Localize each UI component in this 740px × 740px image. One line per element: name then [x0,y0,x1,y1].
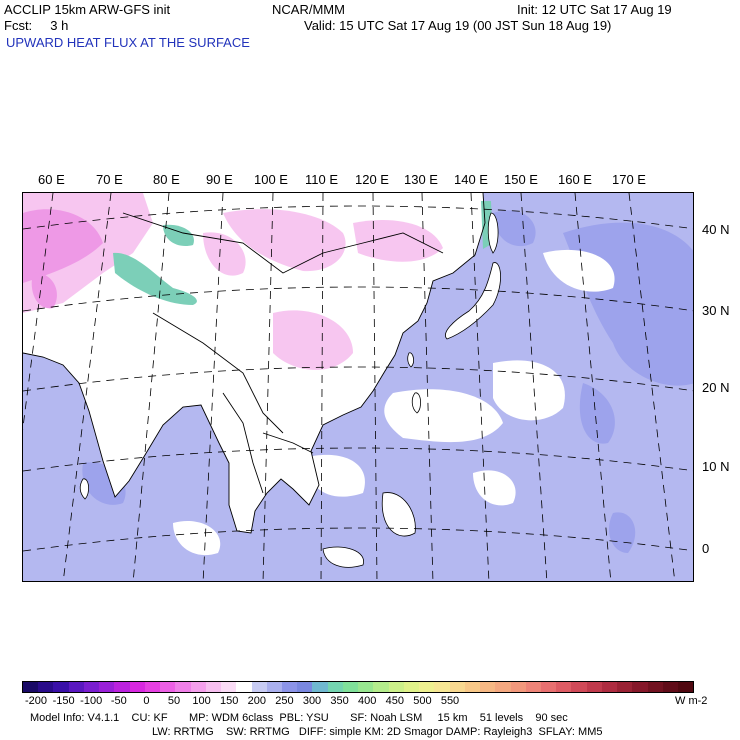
graticule [23,193,693,581]
colorbar-tick-label: 400 [358,695,377,707]
colorbar-swatch [662,682,679,692]
model-title: ACCLIP 15km ARW-GFS init [4,2,171,17]
colorbar-swatch [68,682,84,692]
colorbar-swatch [510,682,526,692]
colorbar-swatch [480,682,496,692]
colorbar-tick-label: 350 [330,695,349,707]
colorbar-swatch [434,682,450,692]
islands [79,212,501,568]
lon-label: 100 E [254,172,288,187]
colorbar-swatch [99,682,115,692]
lon-label: 90 E [206,172,233,187]
lon-label: 70 E [96,172,123,187]
colorbar-swatch [342,682,359,692]
colorbar-swatch [556,682,572,692]
colorbar-swatch [83,682,100,692]
colorbar-swatch [53,682,69,692]
colorbar-tick-label: 550 [440,695,460,707]
colorbar-swatch [358,682,374,692]
lon-label: 130 E [404,172,438,187]
valid-time: Valid: 15 UTC Sat 17 Aug 19 (00 JST Sun … [304,18,612,33]
colorbar-swatch [678,682,694,692]
heat-flux-map [23,193,693,581]
colorbar-swatch [160,682,176,692]
colorbar-swatch [236,682,252,692]
lon-label: 80 E [153,172,180,187]
colorbar-swatch [373,682,389,692]
colorbar-tick-label: -200 [24,695,48,707]
colorbar-swatch [327,682,343,692]
lon-label: 140 E [454,172,488,187]
colorbar-swatch [114,682,130,692]
colorbar-swatch [221,682,237,692]
map-frame [22,192,694,582]
colorbar-tick-label: 250 [275,695,294,707]
colorbar-swatch [190,682,206,692]
colorbar-swatch [281,682,298,692]
colorbar-swatch [388,682,404,692]
colorbar-tick-label: 150 [220,695,239,707]
lon-label: 150 E [504,172,538,187]
colorbar-swatch [297,682,313,692]
colorbar-swatch [38,682,54,692]
colorbar-tick-label: 50 [167,695,181,707]
colorbar-tick-label: 500 [413,695,432,707]
land-very-high-flux [23,209,103,309]
init-time: Init: 12 UTC Sat 17 Aug 19 [517,2,672,17]
colorbar-tick-label: 100 [192,695,211,707]
colorbar-swatch [312,682,328,692]
lon-label: 120 E [355,172,389,187]
lat-label: 0 [702,541,710,556]
colorbar-swatch [617,682,633,692]
colorbar-swatch [266,682,282,692]
colorbar-swatch [175,682,191,692]
colorbar-tick-label: -50 [110,695,127,707]
colorbar-swatch [144,682,161,692]
field-title: UPWARD HEAT FLUX AT THE SURFACE [6,35,250,50]
lon-label: 60 E [38,172,65,187]
colorbar-swatch [403,682,420,692]
colorbar-swatch [464,682,481,692]
colorbar-swatch [129,682,145,692]
colorbar-swatch [571,682,587,692]
model-info-line1: Model Info: V4.1.1 CU: KF MP: WDM 6class… [30,712,568,724]
colorbar [22,681,694,693]
lat-label: 20 N [702,380,730,395]
colorbar-swatch [632,682,648,692]
coastlines [23,193,486,534]
colorbar-tick-label: 300 [302,695,322,707]
lat-label: 10 N [702,459,730,474]
colorbar-swatch [586,682,602,692]
colorbar-swatch [647,682,663,692]
lon-label: 160 E [558,172,592,187]
colorbar-swatch [419,682,435,692]
colorbar-unit: W m-2 [675,695,708,707]
institution-label: NCAR/MMM [272,2,345,17]
lat-label: 30 N [702,303,730,318]
colorbar-swatch [540,682,557,692]
colorbar-tick-label: -100 [80,695,103,707]
colorbar-swatch [525,682,541,692]
colorbar-swatch [601,682,618,692]
colorbar-swatch [23,682,39,692]
lon-label: 170 E [612,172,646,187]
colorbar-swatch [495,682,511,692]
model-info-line2: LW: RRTMG SW: RRTMG DIFF: simple KM: 2D … [152,726,603,738]
colorbar-swatch [251,682,267,692]
colorbar-swatch [449,682,465,692]
colorbar-swatch [205,682,222,692]
colorbar-tick-label: 0 [143,695,150,707]
colorbar-tick-label: 200 [247,695,266,707]
forecast-hour: Fcst: 3 h [4,18,69,33]
colorbar-tick-label: -150 [52,695,75,707]
lon-label: 110 E [305,172,339,187]
lat-label: 40 N [702,222,730,237]
colorbar-tick-label: 450 [385,695,404,707]
